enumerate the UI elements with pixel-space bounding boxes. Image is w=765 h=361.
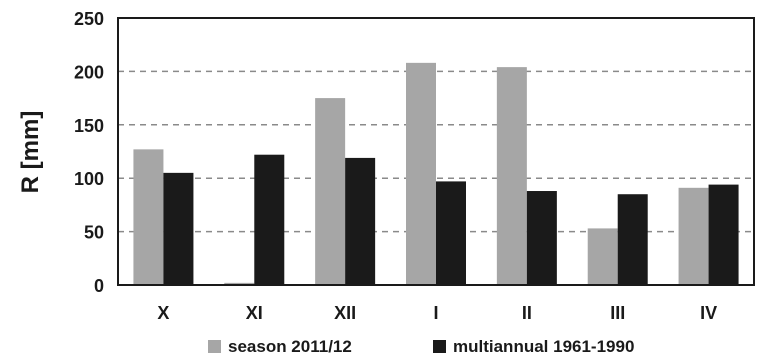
legend-swatch	[208, 340, 221, 353]
bar-season-III	[587, 228, 618, 285]
bar-multiannual-II	[526, 191, 557, 285]
y-tick-label: 150	[74, 116, 104, 136]
y-tick-label: 250	[74, 9, 104, 29]
y-tick-label: 100	[74, 169, 104, 189]
legend-label: multiannual 1961-1990	[453, 337, 634, 356]
bar-multiannual-I	[436, 181, 466, 285]
bar-multiannual-X	[163, 172, 194, 285]
bar-multiannual-XI	[254, 154, 285, 285]
legend: season 2011/12 multiannual 1961-1990	[208, 337, 634, 356]
y-tick-label: 50	[84, 223, 104, 243]
bar-season-X	[133, 149, 164, 285]
bar-multiannual-III	[617, 194, 648, 285]
plot-frame	[117, 17, 755, 286]
x-tick-label: I	[433, 303, 438, 323]
bar-season-II	[496, 67, 527, 286]
legend-swatch	[433, 340, 446, 353]
legend-label: season 2011/12	[228, 337, 352, 356]
y-tick-label: 200	[74, 62, 104, 82]
x-tick-label: XII	[334, 303, 356, 323]
x-tick-label: IV	[700, 303, 717, 323]
x-tick-label: X	[157, 303, 169, 323]
bar-season-XII	[315, 98, 346, 285]
x-tick-labels: X XI XII I II III IV	[157, 303, 717, 323]
x-tick-label: II	[522, 303, 532, 323]
x-tick-label: XI	[246, 303, 263, 323]
axes	[117, 17, 755, 286]
x-tick-label: III	[610, 303, 625, 323]
bar-multiannual-XII	[345, 157, 376, 285]
gridlines	[118, 70, 754, 233]
bars	[133, 62, 739, 286]
bar-season-XI	[224, 282, 255, 285]
bar-season-I	[406, 62, 436, 285]
y-axis-label: R [mm]	[17, 111, 44, 194]
y-tick-labels: 0 50 100 150 200 250	[74, 9, 104, 296]
y-tick-label: 0	[94, 276, 104, 296]
bar-season-IV	[678, 187, 709, 285]
bar-multiannual-IV	[708, 184, 739, 285]
